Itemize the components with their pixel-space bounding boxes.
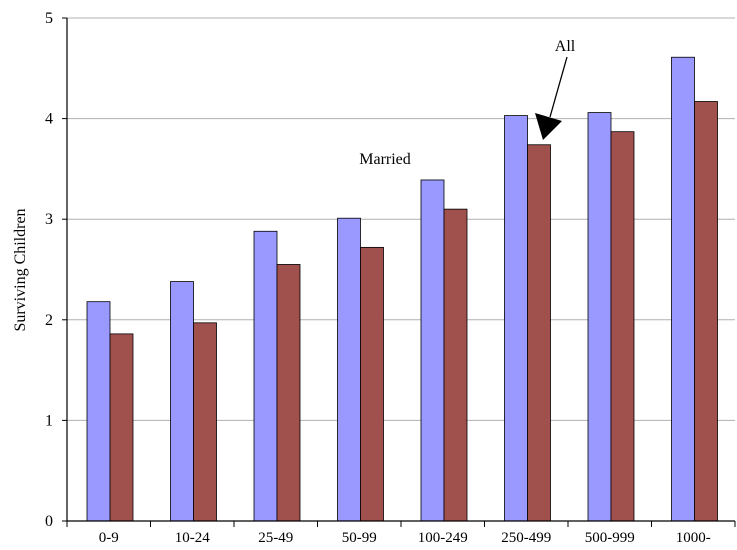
bar-all-0-9 — [109, 333, 134, 522]
y-tick-label: 4 — [45, 111, 53, 128]
annotation-all-arrow — [535, 56, 568, 140]
bar-all-500-999 — [610, 131, 635, 522]
x-tick-label: 25-49 — [258, 530, 293, 546]
axes — [62, 17, 736, 527]
y-tick-label: 2 — [45, 312, 53, 329]
bar-married-10-24 — [170, 281, 194, 522]
gridlines — [67, 17, 735, 421]
bar-all-10-24 — [193, 322, 217, 522]
x-tick-labels: 0-9 10-24 25-49 50-99 100-249 250-499 500-999 1… — [99, 530, 711, 546]
bar-married-25-49 — [253, 230, 278, 522]
y-tick-label: 3 — [45, 211, 53, 228]
x-tick-label: 10-24 — [175, 530, 210, 546]
bar-married-0-9 — [86, 301, 111, 522]
x-tick-label: 50-99 — [342, 530, 377, 546]
bar-all-50-99 — [360, 246, 384, 522]
x-tick-label: 1000- — [676, 530, 711, 546]
bar-married-50-99 — [337, 217, 361, 522]
bar-all-250-499 — [527, 144, 551, 522]
y-tick-labels: 0 1 2 3 4 5 — [45, 10, 53, 530]
y-tick-label: 1 — [45, 412, 53, 429]
x-tick-label: 100-249 — [418, 530, 468, 546]
bar-married-100-249 — [420, 179, 445, 522]
y-axis-title: Surviving Children — [12, 208, 29, 331]
bars — [86, 56, 718, 522]
bar-married-500-999 — [587, 112, 612, 522]
bar-all-1000- — [694, 101, 718, 522]
y-tick-label: 0 — [45, 513, 53, 530]
annotation-all: All — [555, 38, 576, 55]
bar-married-1000- — [671, 56, 695, 522]
bar-all-25-49 — [276, 264, 301, 522]
bar-all-100-249 — [443, 208, 468, 522]
x-tick-label: 250-499 — [501, 530, 551, 546]
x-tick-label: 500-999 — [585, 530, 635, 546]
annotation-married: Married — [359, 151, 411, 168]
x-tick-label: 0-9 — [99, 530, 119, 546]
y-tick-label: 5 — [45, 10, 53, 27]
bar-married-250-499 — [504, 115, 528, 522]
